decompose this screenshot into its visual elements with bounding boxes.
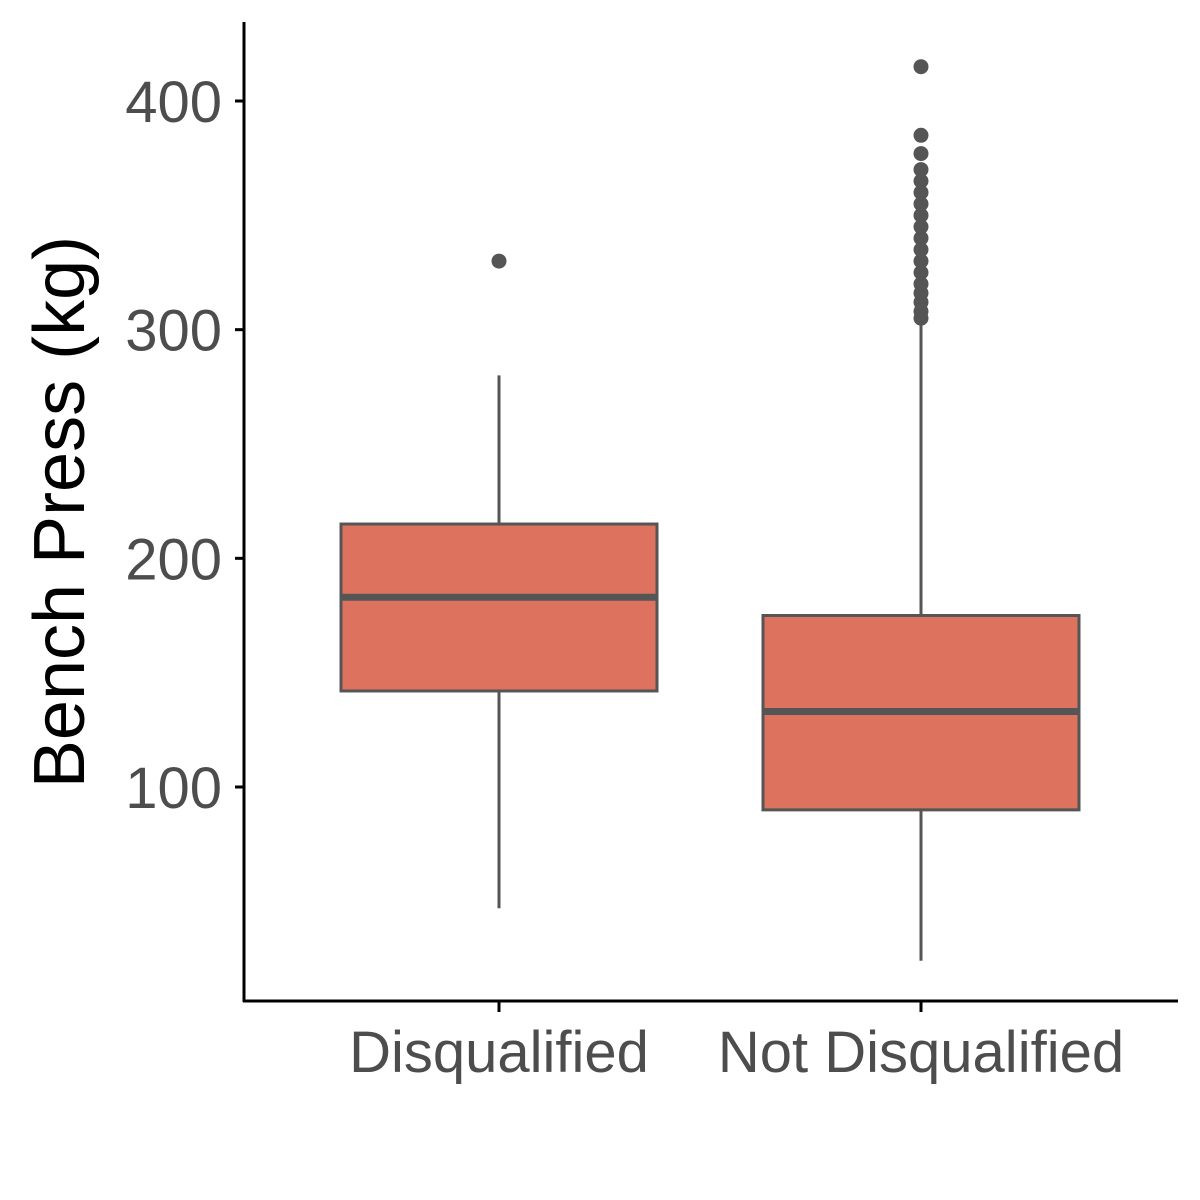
outlier-point — [913, 276, 929, 292]
outlier-point — [913, 173, 929, 189]
y-axis-title: Bench Press (kg) — [20, 236, 100, 788]
x-tick-label: Disqualified — [349, 1020, 649, 1085]
outlier-point — [913, 265, 929, 280]
outlier-point — [913, 253, 929, 269]
outlier-point — [913, 219, 929, 235]
x-axis-ticks: Disqualified Not Disqualified — [349, 1001, 1124, 1085]
outlier-point — [913, 146, 929, 162]
outlier-point — [913, 230, 929, 246]
y-tick-label: 300 — [125, 299, 222, 364]
box-group-2 — [761, 59, 1081, 961]
plot-area — [339, 59, 1081, 961]
y-tick-label: 100 — [125, 756, 222, 821]
outlier-point — [913, 162, 929, 178]
outlier-point — [913, 184, 929, 200]
outlier-point — [913, 242, 929, 258]
y-tick-label: 400 — [125, 70, 222, 135]
x-tick-label: Not Disqualified — [718, 1020, 1124, 1085]
iqr-box — [339, 522, 659, 693]
outlier-point — [491, 253, 507, 269]
outlier-point — [913, 196, 929, 212]
y-tick-label: 200 — [125, 527, 222, 592]
outlier-point — [913, 59, 929, 75]
box-group-1 — [339, 253, 659, 909]
outlier-point — [913, 207, 929, 223]
y-axis-ticks: 100 200 300 400 — [125, 70, 244, 821]
outlier-point — [913, 127, 929, 143]
